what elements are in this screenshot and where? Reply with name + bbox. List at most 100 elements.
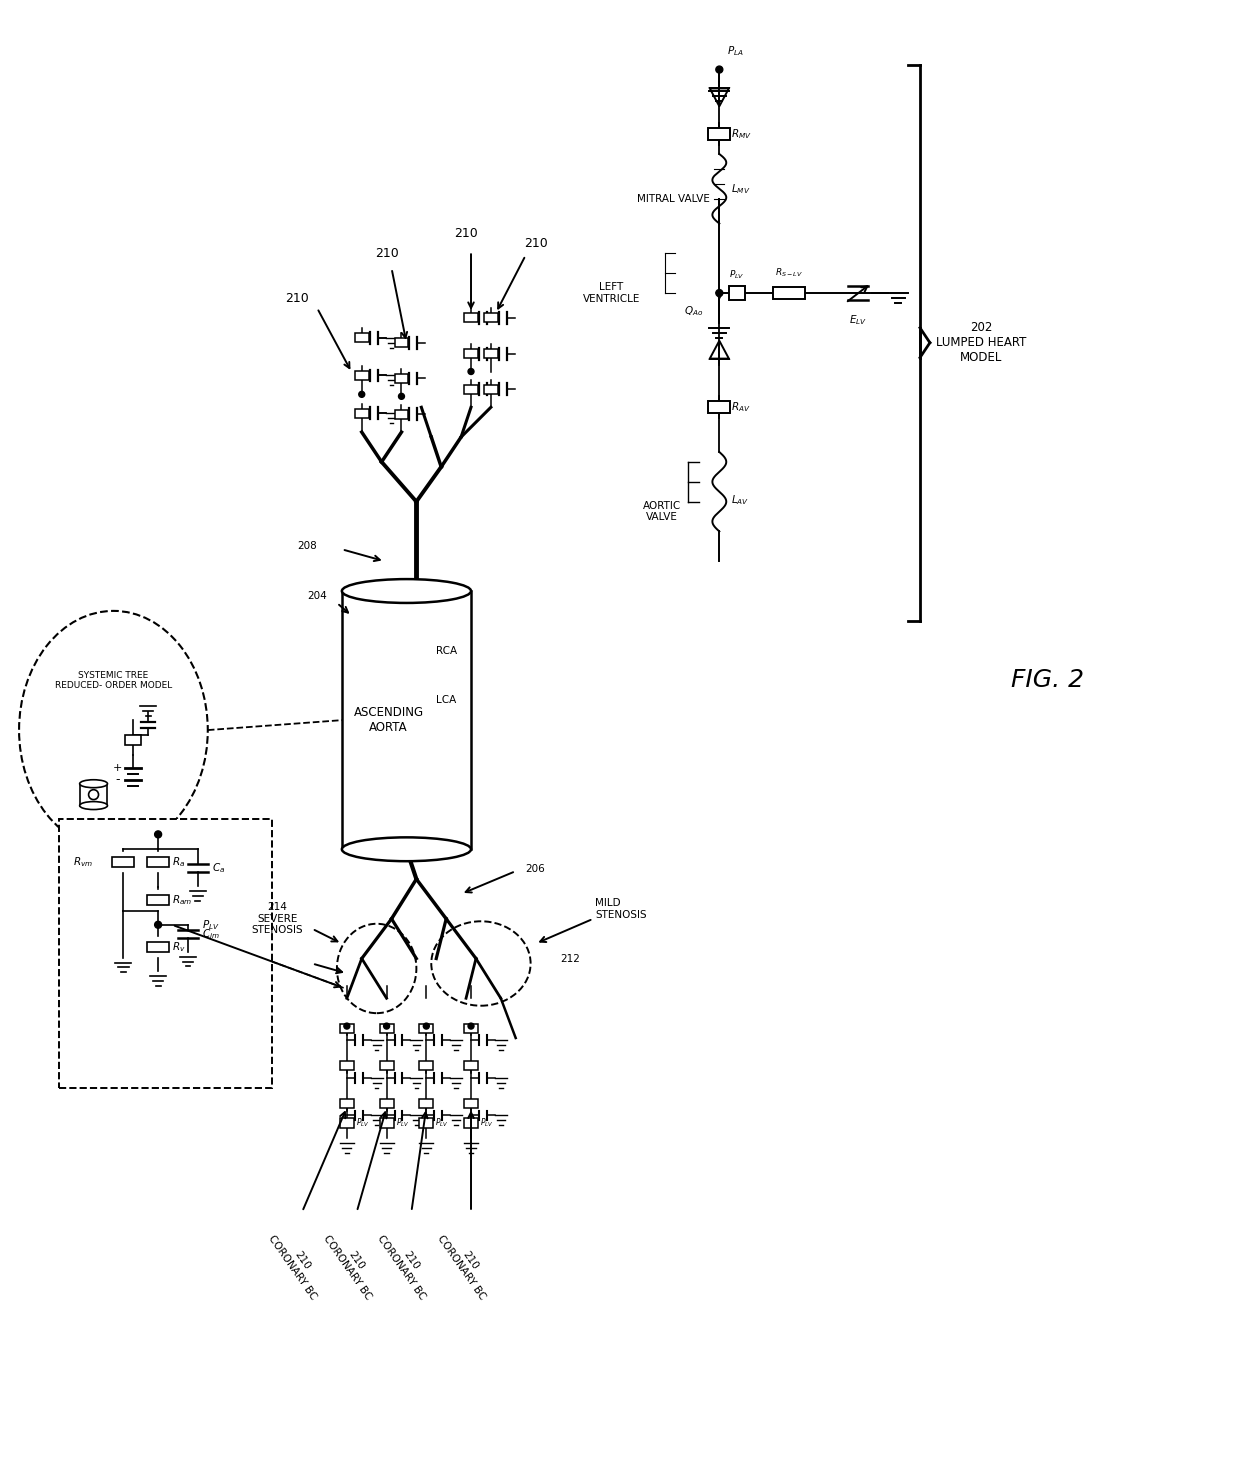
Ellipse shape: [79, 779, 108, 788]
Circle shape: [467, 1022, 474, 1028]
Bar: [340, 1117, 353, 1128]
Text: $P_{LV}$: $P_{LV}$: [202, 919, 219, 932]
Text: 212: 212: [560, 954, 580, 963]
Text: $E_{LV}$: $E_{LV}$: [849, 313, 867, 326]
Circle shape: [155, 922, 161, 928]
Text: $R_a$: $R_a$: [172, 855, 185, 870]
Text: $R_{am}$: $R_{am}$: [172, 893, 192, 907]
Bar: [113, 858, 134, 867]
Text: 206: 206: [526, 864, 546, 874]
Text: -: -: [115, 773, 119, 787]
Ellipse shape: [79, 801, 108, 810]
Bar: [340, 1100, 353, 1109]
Text: $L_{MV}$: $L_{MV}$: [732, 183, 750, 196]
Bar: [729, 286, 745, 300]
Text: 210: 210: [285, 291, 309, 304]
Text: LEFT
VENTRICLE: LEFT VENTRICLE: [583, 282, 640, 304]
Text: 210
CORONARY BC: 210 CORONARY BC: [376, 1227, 438, 1301]
Circle shape: [715, 67, 723, 73]
Bar: [464, 384, 477, 393]
Bar: [394, 410, 408, 418]
Ellipse shape: [342, 579, 471, 603]
Text: $R_{AV}$: $R_{AV}$: [732, 401, 750, 414]
Text: $C_{im}$: $C_{im}$: [202, 928, 219, 941]
Bar: [419, 1100, 433, 1109]
Text: $P_{LV}$: $P_{LV}$: [729, 269, 745, 280]
Bar: [148, 895, 169, 905]
Text: LCA: LCA: [436, 696, 456, 705]
Text: ASCENDING
AORTA: ASCENDING AORTA: [353, 706, 424, 735]
Bar: [394, 374, 408, 383]
Text: RCA: RCA: [436, 646, 458, 656]
Text: $R_v$: $R_v$: [172, 939, 186, 954]
Text: +: +: [113, 763, 122, 773]
Bar: [464, 313, 477, 322]
Text: $R_{vm}$: $R_{vm}$: [73, 855, 93, 870]
Circle shape: [155, 831, 161, 838]
Text: 210: 210: [374, 246, 398, 260]
Circle shape: [383, 1022, 389, 1028]
Text: MITRAL VALVE: MITRAL VALVE: [636, 194, 709, 203]
Bar: [394, 338, 408, 347]
Bar: [484, 313, 497, 322]
Bar: [148, 858, 169, 867]
Text: $P_{LV}$: $P_{LV}$: [435, 1116, 449, 1129]
Circle shape: [423, 1022, 429, 1028]
Text: $P_{LV}$: $P_{LV}$: [480, 1116, 494, 1129]
Text: $L_{AV}$: $L_{AV}$: [732, 493, 749, 506]
Circle shape: [715, 289, 723, 297]
Bar: [464, 1024, 477, 1033]
Bar: [419, 1117, 433, 1128]
Text: 210: 210: [454, 227, 477, 240]
Bar: [125, 735, 141, 745]
Text: 208: 208: [298, 542, 317, 552]
Text: 204: 204: [308, 591, 327, 601]
Text: 202
LUMPED HEART
MODEL: 202 LUMPED HEART MODEL: [936, 321, 1027, 364]
Bar: [708, 401, 730, 413]
Bar: [464, 1117, 477, 1128]
Text: $P_{LV}$: $P_{LV}$: [356, 1116, 370, 1129]
Text: $C_a$: $C_a$: [212, 861, 224, 876]
Bar: [419, 1024, 433, 1033]
Text: $P_{LA}$: $P_{LA}$: [728, 45, 744, 58]
Ellipse shape: [342, 837, 471, 861]
Text: 210
CORONARY BC: 210 CORONARY BC: [435, 1227, 497, 1301]
Text: $Q_{Ao}$: $Q_{Ao}$: [684, 304, 703, 318]
Bar: [355, 371, 368, 380]
Text: MILD
STENOSIS: MILD STENOSIS: [595, 898, 647, 920]
Bar: [484, 384, 497, 393]
Bar: [340, 1024, 353, 1033]
Text: $R_{MV}$: $R_{MV}$: [732, 128, 753, 141]
Bar: [464, 349, 477, 358]
Text: FIG. 2: FIG. 2: [1011, 668, 1084, 693]
Bar: [355, 334, 368, 343]
Text: 210
CORONARY BC: 210 CORONARY BC: [321, 1227, 382, 1301]
Bar: [708, 128, 730, 139]
Bar: [484, 349, 497, 358]
Bar: [379, 1061, 393, 1070]
Bar: [419, 1061, 433, 1070]
Text: $P_{LV}$: $P_{LV}$: [396, 1116, 409, 1129]
Circle shape: [343, 1022, 350, 1028]
Text: SYSTEMIC TREE
REDUCED- ORDER MODEL: SYSTEMIC TREE REDUCED- ORDER MODEL: [55, 671, 172, 690]
Bar: [355, 408, 368, 417]
Bar: [379, 1100, 393, 1109]
Bar: [379, 1117, 393, 1128]
Text: 210
CORONARY BC: 210 CORONARY BC: [267, 1227, 327, 1301]
Circle shape: [398, 393, 404, 399]
Text: 214
SEVERE
STENOSIS: 214 SEVERE STENOSIS: [252, 902, 303, 935]
Circle shape: [88, 789, 98, 800]
Bar: [58, 819, 273, 1088]
Text: AORTIC
VALVE: AORTIC VALVE: [642, 500, 681, 522]
Bar: [79, 784, 108, 806]
Text: 210: 210: [523, 237, 547, 249]
Bar: [340, 1061, 353, 1070]
Ellipse shape: [19, 611, 208, 849]
Bar: [464, 1061, 477, 1070]
Bar: [773, 286, 805, 298]
Bar: [379, 1024, 393, 1033]
Bar: [464, 1100, 477, 1109]
Circle shape: [358, 392, 365, 398]
Bar: [148, 942, 169, 951]
Text: $R_{S-LV}$: $R_{S-LV}$: [775, 267, 804, 279]
